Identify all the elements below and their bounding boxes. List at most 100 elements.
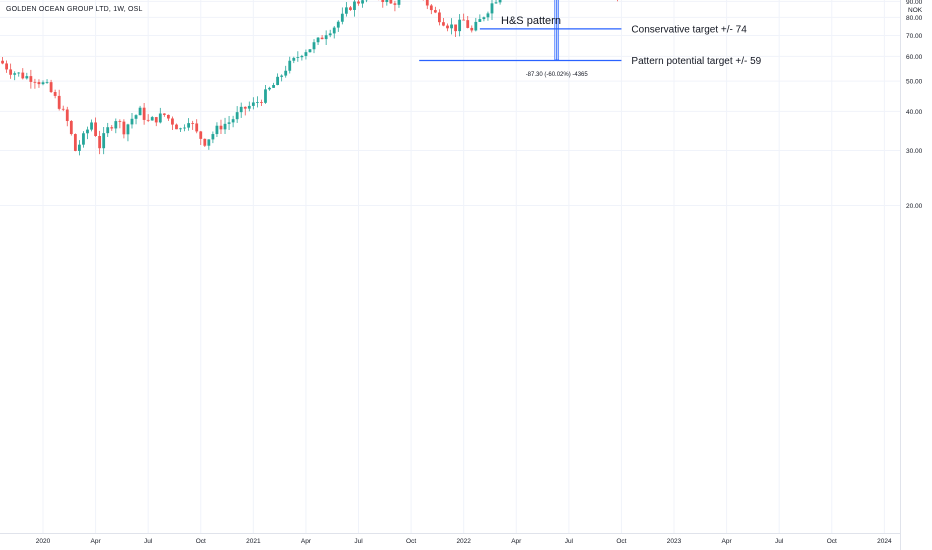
- candle-body: [239, 106, 243, 113]
- candle-body: [288, 60, 292, 71]
- candle-body: [90, 122, 93, 130]
- candle-body: [94, 122, 97, 136]
- candle-body: [215, 125, 219, 135]
- candle-body: [353, 1, 356, 10]
- candle-body: [17, 72, 21, 74]
- candle-body: [231, 119, 235, 123]
- candle-body: [251, 102, 255, 106]
- candle-body: [98, 135, 102, 149]
- time-tick-label: 2021: [246, 538, 261, 545]
- candle-body: [490, 3, 494, 14]
- candle-body: [211, 134, 215, 140]
- candle-body: [199, 131, 203, 139]
- candle-body: [13, 73, 17, 75]
- candle-body: [397, 0, 401, 5]
- candle-body: [446, 25, 449, 29]
- candle-body: [175, 124, 178, 130]
- candle-body: [130, 118, 134, 125]
- candle-body: [478, 19, 482, 22]
- price-tick-label: 50.00: [906, 79, 923, 86]
- price-tick-label: 70.00: [906, 33, 923, 40]
- candle-body: [357, 1, 360, 4]
- chart-title: H&S pattern: [501, 15, 561, 27]
- candle-body: [126, 124, 130, 135]
- time-tick-label: Apr: [91, 538, 102, 545]
- candle-body: [393, 3, 397, 5]
- candle-body: [150, 117, 154, 121]
- candle-body: [272, 85, 275, 88]
- candle-body: [166, 114, 170, 119]
- candle-body: [312, 42, 316, 50]
- candle-body: [385, 0, 389, 3]
- candle-body: [433, 10, 437, 13]
- candle-body: [162, 113, 166, 115]
- candle-body: [25, 76, 29, 79]
- candle-body: [223, 123, 227, 130]
- candle-body: [102, 133, 106, 149]
- candle-body: [49, 82, 53, 93]
- candle-body: [450, 24, 453, 29]
- candle-body: [498, 0, 502, 3]
- candle-body: [41, 82, 45, 85]
- candle-body: [458, 19, 462, 32]
- candle-body: [280, 75, 284, 77]
- candle-body: [284, 70, 288, 76]
- candle-body: [292, 57, 296, 61]
- time-tick-label: 2023: [667, 538, 682, 545]
- candle-body: [5, 63, 8, 70]
- candle-body: [158, 113, 162, 123]
- candle-body: [61, 108, 65, 110]
- candle-body: [308, 49, 312, 53]
- candle-body: [247, 105, 251, 109]
- time-tick-label: Apr: [511, 538, 522, 545]
- time-tick-label: Jul: [144, 538, 153, 545]
- candle-body: [361, 0, 364, 4]
- time-tick-label: Oct: [827, 538, 837, 545]
- candle-body: [183, 127, 186, 129]
- candle-body: [78, 144, 81, 151]
- candle-body: [146, 119, 150, 121]
- candle-body: [122, 121, 126, 135]
- candle-body: [219, 125, 223, 130]
- candle-body: [179, 128, 182, 130]
- candle-body: [29, 76, 33, 82]
- candle-body: [9, 69, 13, 75]
- candle-body: [381, 0, 385, 3]
- price-tick-label: 90.00: [906, 0, 923, 6]
- candle-body: [106, 127, 110, 134]
- price-tick-label: 60.00: [906, 54, 923, 61]
- candle-body: [53, 92, 57, 96]
- candle-body: [425, 0, 429, 6]
- candle-body: [296, 57, 300, 58]
- level-label: Conservative target +/- 74: [631, 24, 747, 35]
- candle-body: [82, 133, 85, 145]
- time-tick-label: Jul: [565, 538, 574, 545]
- symbol-title: GOLDEN OCEAN GROUP LTD, 1W, OSL: [6, 6, 143, 13]
- candle-body: [494, 2, 498, 4]
- time-tick-label: Oct: [406, 538, 416, 545]
- candle-body: [316, 37, 320, 43]
- candle-body: [340, 13, 344, 22]
- candle-body: [482, 17, 486, 20]
- candle-body: [37, 82, 41, 85]
- time-tick-label: 2020: [36, 538, 51, 545]
- candle-body: [260, 102, 263, 103]
- time-tick-label: Apr: [301, 538, 312, 545]
- candle-body: [324, 35, 328, 40]
- candle-body: [276, 76, 280, 86]
- candle-body: [389, 0, 393, 4]
- price-tick-label: 40.00: [906, 109, 923, 116]
- candle-body: [332, 27, 336, 34]
- candle-body: [21, 72, 25, 79]
- candle-body: [304, 52, 308, 56]
- candle-body: [57, 95, 61, 109]
- candle-body: [320, 37, 324, 40]
- candle-body: [255, 102, 259, 103]
- candle-body: [474, 21, 478, 31]
- candle-body: [227, 122, 231, 124]
- candle-body: [264, 89, 267, 103]
- candle-body: [442, 22, 445, 26]
- currency-label: NOK: [908, 7, 923, 14]
- candle-body: [235, 112, 239, 120]
